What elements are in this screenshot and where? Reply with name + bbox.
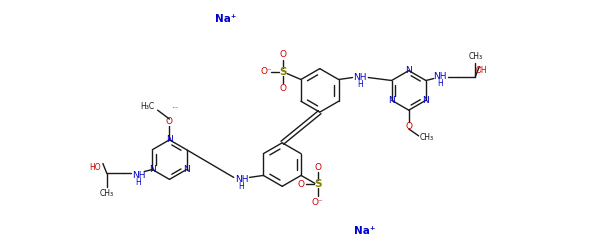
Text: N: N bbox=[166, 135, 173, 144]
Text: N: N bbox=[183, 165, 190, 174]
Text: Methoxy: Methoxy bbox=[172, 106, 178, 108]
Text: N: N bbox=[149, 165, 156, 174]
Text: Na⁺: Na⁺ bbox=[353, 226, 375, 236]
Text: O: O bbox=[405, 122, 412, 132]
Text: NH: NH bbox=[132, 171, 145, 180]
Text: S: S bbox=[280, 66, 287, 76]
Text: O: O bbox=[280, 50, 287, 59]
Text: O: O bbox=[280, 84, 287, 93]
Text: CH₃: CH₃ bbox=[468, 52, 482, 61]
Text: O⁻: O⁻ bbox=[260, 67, 272, 76]
Text: CH₃: CH₃ bbox=[100, 189, 114, 198]
Text: Na⁺: Na⁺ bbox=[215, 14, 236, 24]
Text: NH: NH bbox=[433, 72, 446, 81]
Text: H₃C: H₃C bbox=[140, 102, 155, 111]
Text: CH₃: CH₃ bbox=[419, 133, 434, 142]
Text: NH: NH bbox=[353, 73, 367, 82]
Text: O: O bbox=[298, 180, 305, 189]
Text: H: H bbox=[136, 178, 142, 187]
Text: S: S bbox=[314, 179, 322, 189]
Text: N: N bbox=[422, 96, 429, 105]
Text: HO: HO bbox=[89, 163, 101, 172]
Text: H: H bbox=[358, 80, 363, 89]
Text: N: N bbox=[388, 96, 395, 105]
Text: OH: OH bbox=[475, 66, 487, 75]
Text: O: O bbox=[166, 116, 173, 126]
Text: H: H bbox=[437, 79, 443, 88]
Text: N: N bbox=[406, 66, 412, 75]
Text: O⁻: O⁻ bbox=[312, 198, 324, 207]
Text: H: H bbox=[239, 182, 244, 191]
Text: NH: NH bbox=[235, 175, 248, 184]
Text: O: O bbox=[314, 163, 322, 172]
